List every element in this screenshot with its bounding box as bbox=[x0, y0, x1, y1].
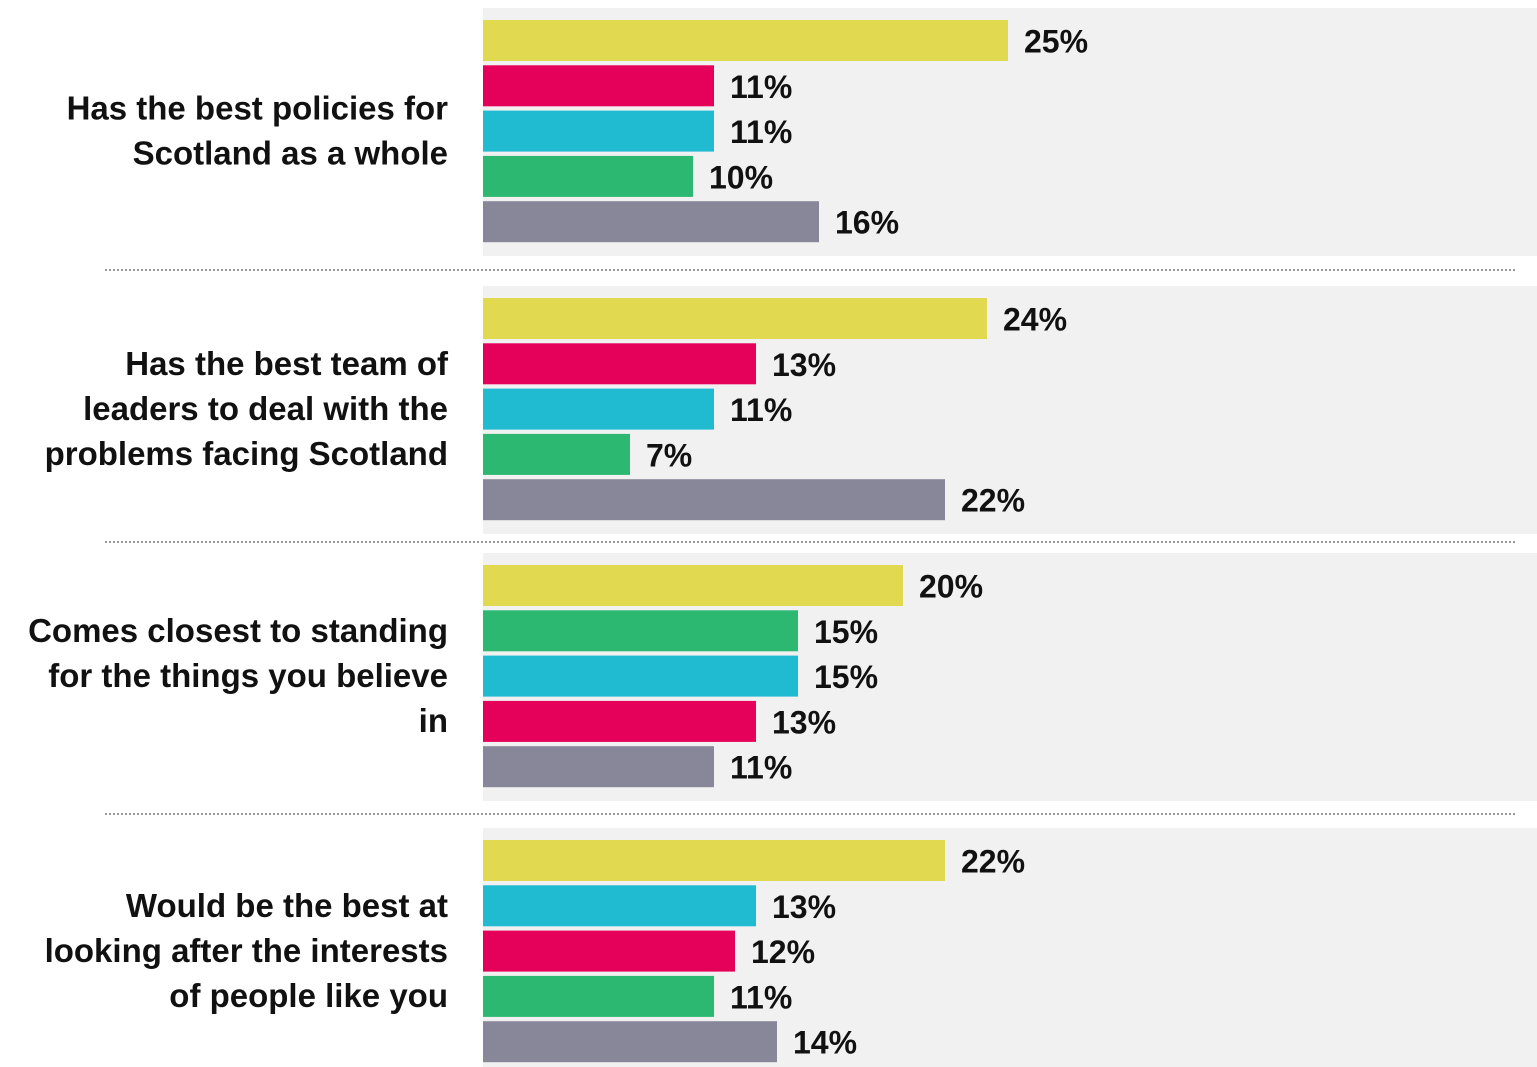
bar bbox=[483, 930, 735, 972]
bar-group: 24% 13% 11% 7% 22% Has the best team of leader… bbox=[45, 286, 1537, 534]
category-label: problems facing Scotland bbox=[45, 435, 448, 472]
bar-value-label: 16% bbox=[835, 205, 899, 241]
bar bbox=[483, 565, 903, 606]
bar-group: 22% 13% 12% 11%14% Would be the best at looki… bbox=[45, 828, 1537, 1067]
bar bbox=[483, 343, 756, 385]
bar bbox=[483, 433, 630, 475]
bar bbox=[483, 610, 798, 652]
bar-value-label: 22% bbox=[961, 844, 1025, 880]
category-label: leaders to deal with the bbox=[83, 390, 448, 427]
bar-value-label: 7% bbox=[646, 437, 692, 473]
bar bbox=[483, 746, 714, 788]
bar bbox=[483, 975, 714, 1017]
bar-value-label: 15% bbox=[814, 614, 878, 650]
bar bbox=[483, 655, 798, 697]
bar bbox=[483, 388, 714, 430]
bar-value-label: 11% bbox=[730, 392, 792, 428]
category-label: looking after the interests bbox=[45, 932, 448, 969]
bar-value-label: 11% bbox=[730, 979, 792, 1015]
category-label: Scotland as a whole bbox=[133, 135, 448, 172]
category-label: Has the best policies for bbox=[67, 90, 449, 127]
bar bbox=[483, 1021, 777, 1063]
bar bbox=[483, 110, 714, 152]
bar-value-label: 24% bbox=[1003, 302, 1067, 338]
bar-value-label: 13% bbox=[772, 704, 836, 740]
bar-value-label: 25% bbox=[1024, 24, 1088, 60]
bar bbox=[483, 20, 1008, 61]
bar-value-label: 12% bbox=[751, 934, 815, 970]
bar-value-label: 15% bbox=[814, 659, 878, 695]
category-label: Would be the best at bbox=[126, 887, 448, 924]
category-label: Has the best team of bbox=[125, 345, 449, 382]
bar-value-label: 13% bbox=[772, 347, 836, 383]
bar bbox=[483, 700, 756, 742]
bar bbox=[483, 201, 819, 243]
bar-value-label: 11% bbox=[730, 69, 792, 105]
category-label: of people like you bbox=[169, 977, 448, 1014]
bar-value-label: 13% bbox=[772, 889, 836, 925]
bar bbox=[483, 479, 945, 521]
bar bbox=[483, 155, 693, 197]
bar-value-label: 11% bbox=[730, 750, 792, 786]
bar-value-label: 14% bbox=[793, 1025, 857, 1061]
bar-value-label: 10% bbox=[709, 159, 773, 195]
bar bbox=[483, 840, 945, 881]
category-label: Comes closest to standing bbox=[28, 612, 448, 649]
bar-group: 25% 11% 11% 10% 16% Has the best policies for… bbox=[67, 8, 1537, 256]
bar bbox=[483, 298, 987, 339]
bar-value-label: 20% bbox=[919, 569, 983, 605]
bar bbox=[483, 885, 756, 927]
bar-group: 20% 15% 15% 13% 11% Comes closest to standing… bbox=[28, 553, 1537, 801]
category-label: for the things you believe bbox=[48, 657, 448, 694]
category-label: in bbox=[419, 702, 448, 739]
bar-value-label: 22% bbox=[961, 483, 1025, 519]
bar-value-label: 11% bbox=[730, 114, 792, 150]
bar bbox=[483, 65, 714, 107]
